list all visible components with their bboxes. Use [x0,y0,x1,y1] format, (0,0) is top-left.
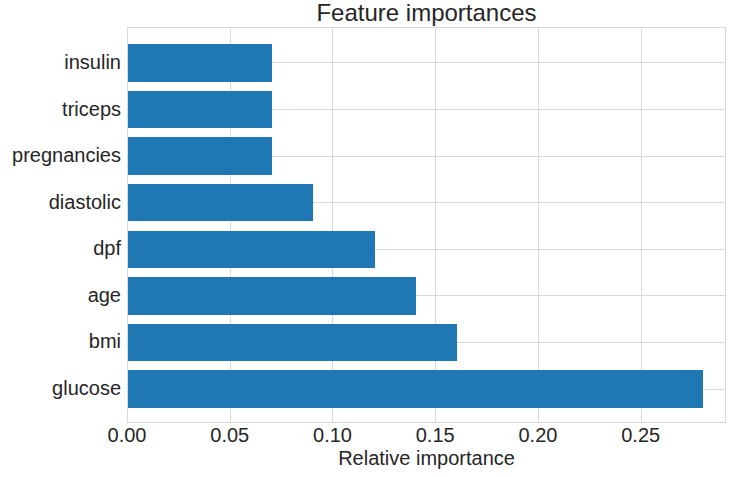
x-gridline [538,28,539,422]
bar-pregnancies [128,137,272,174]
bar-glucose [128,370,703,407]
x-gridline [332,28,333,422]
y-tick-label: diastolic [0,192,121,212]
y-tick-label: dpf [0,238,121,258]
bar-age [128,277,416,314]
bar-triceps [128,91,272,128]
bar-diastolic [128,184,313,221]
x-gridline [435,28,436,422]
x-tick-label: 0.25 [601,425,681,445]
y-tick-label: bmi [0,331,121,351]
chart-figure: Feature importances Relative importance … [0,0,743,477]
chart-title: Feature importances [127,0,726,26]
x-axis-label: Relative importance [127,448,726,468]
y-tick-label: triceps [0,99,121,119]
y-tick-label: pregnancies [0,145,121,165]
x-tick-label: 0.10 [292,425,372,445]
y-tick-label: insulin [0,52,121,72]
bar-bmi [128,324,457,361]
x-gridline [641,28,642,422]
x-tick-label: 0.00 [87,425,167,445]
x-gridline [230,28,231,422]
x-tick-label: 0.20 [498,425,578,445]
y-tick-label: age [0,285,121,305]
x-tick-label: 0.05 [190,425,270,445]
plot-area [127,27,726,423]
y-tick-label: glucose [0,378,121,398]
bar-insulin [128,44,272,81]
bar-dpf [128,231,375,268]
x-tick-label: 0.15 [395,425,475,445]
